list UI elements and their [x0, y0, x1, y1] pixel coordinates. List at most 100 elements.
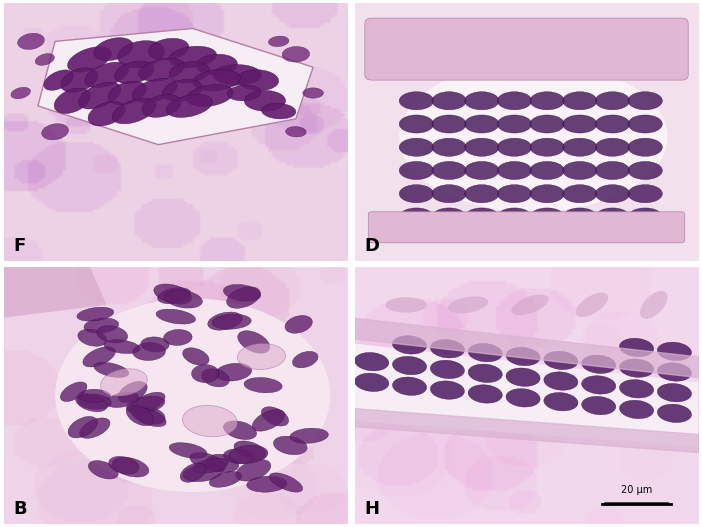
Ellipse shape [55, 298, 331, 492]
Ellipse shape [465, 138, 499, 157]
Ellipse shape [209, 472, 241, 487]
Ellipse shape [60, 68, 98, 92]
Ellipse shape [83, 347, 115, 367]
Ellipse shape [84, 318, 119, 333]
Ellipse shape [582, 396, 616, 415]
Ellipse shape [399, 161, 434, 180]
Ellipse shape [193, 458, 228, 473]
Ellipse shape [465, 161, 499, 180]
Ellipse shape [244, 377, 282, 393]
Ellipse shape [148, 38, 189, 60]
Ellipse shape [156, 309, 196, 324]
Ellipse shape [385, 297, 427, 313]
Ellipse shape [190, 453, 225, 472]
Ellipse shape [166, 94, 213, 118]
Ellipse shape [223, 421, 257, 440]
Ellipse shape [77, 307, 114, 321]
Ellipse shape [497, 184, 531, 203]
Ellipse shape [628, 208, 663, 226]
Text: H: H [365, 500, 380, 518]
Ellipse shape [544, 372, 578, 390]
Ellipse shape [169, 46, 216, 67]
Ellipse shape [270, 473, 303, 492]
Ellipse shape [619, 401, 654, 418]
Ellipse shape [355, 373, 389, 392]
Ellipse shape [79, 418, 110, 438]
Ellipse shape [544, 393, 578, 411]
Ellipse shape [285, 316, 312, 333]
Ellipse shape [157, 288, 191, 304]
Ellipse shape [108, 81, 147, 105]
Ellipse shape [619, 338, 654, 357]
Ellipse shape [392, 336, 427, 354]
Ellipse shape [530, 138, 564, 157]
Ellipse shape [268, 36, 289, 46]
Ellipse shape [303, 88, 324, 98]
Ellipse shape [382, 66, 409, 79]
Ellipse shape [497, 92, 531, 110]
Ellipse shape [430, 360, 465, 378]
Ellipse shape [399, 184, 434, 203]
Ellipse shape [497, 138, 531, 157]
Ellipse shape [79, 389, 110, 403]
Ellipse shape [141, 337, 169, 352]
Ellipse shape [142, 94, 181, 118]
Ellipse shape [530, 115, 564, 133]
Ellipse shape [236, 460, 271, 481]
Ellipse shape [399, 115, 434, 133]
Ellipse shape [468, 385, 503, 403]
Ellipse shape [183, 348, 209, 365]
Ellipse shape [246, 476, 287, 492]
Ellipse shape [468, 344, 503, 362]
Ellipse shape [206, 454, 239, 472]
Ellipse shape [35, 54, 54, 65]
Ellipse shape [11, 87, 30, 99]
Ellipse shape [104, 340, 140, 354]
Ellipse shape [109, 456, 139, 474]
Ellipse shape [79, 82, 121, 109]
Ellipse shape [169, 62, 209, 83]
Ellipse shape [657, 404, 691, 423]
Ellipse shape [223, 449, 254, 464]
Ellipse shape [595, 161, 630, 180]
Ellipse shape [135, 407, 165, 424]
Ellipse shape [192, 365, 219, 383]
FancyBboxPatch shape [365, 18, 688, 80]
Ellipse shape [44, 70, 73, 90]
Ellipse shape [448, 296, 488, 314]
Ellipse shape [657, 363, 691, 381]
Ellipse shape [118, 41, 164, 68]
Ellipse shape [229, 445, 268, 464]
Ellipse shape [169, 443, 207, 458]
Ellipse shape [162, 80, 202, 102]
Ellipse shape [562, 115, 597, 133]
Ellipse shape [183, 405, 237, 437]
Ellipse shape [647, 66, 675, 79]
Ellipse shape [131, 407, 166, 427]
Ellipse shape [77, 394, 112, 409]
Ellipse shape [165, 290, 202, 308]
Ellipse shape [54, 88, 91, 113]
Ellipse shape [595, 138, 630, 157]
Polygon shape [38, 28, 313, 144]
Ellipse shape [238, 331, 270, 353]
Ellipse shape [114, 61, 154, 84]
Ellipse shape [497, 208, 531, 226]
Ellipse shape [41, 124, 69, 140]
Ellipse shape [290, 428, 329, 443]
Ellipse shape [506, 347, 540, 366]
Polygon shape [4, 266, 107, 318]
Text: B: B [14, 500, 27, 518]
Ellipse shape [511, 295, 548, 315]
Ellipse shape [628, 161, 663, 180]
Ellipse shape [530, 208, 564, 226]
Ellipse shape [216, 363, 251, 381]
Ellipse shape [164, 329, 192, 345]
Ellipse shape [261, 407, 289, 426]
Ellipse shape [497, 115, 531, 133]
Ellipse shape [282, 46, 310, 62]
Ellipse shape [76, 394, 107, 412]
Ellipse shape [465, 208, 499, 226]
Ellipse shape [562, 138, 597, 157]
Ellipse shape [112, 457, 149, 477]
